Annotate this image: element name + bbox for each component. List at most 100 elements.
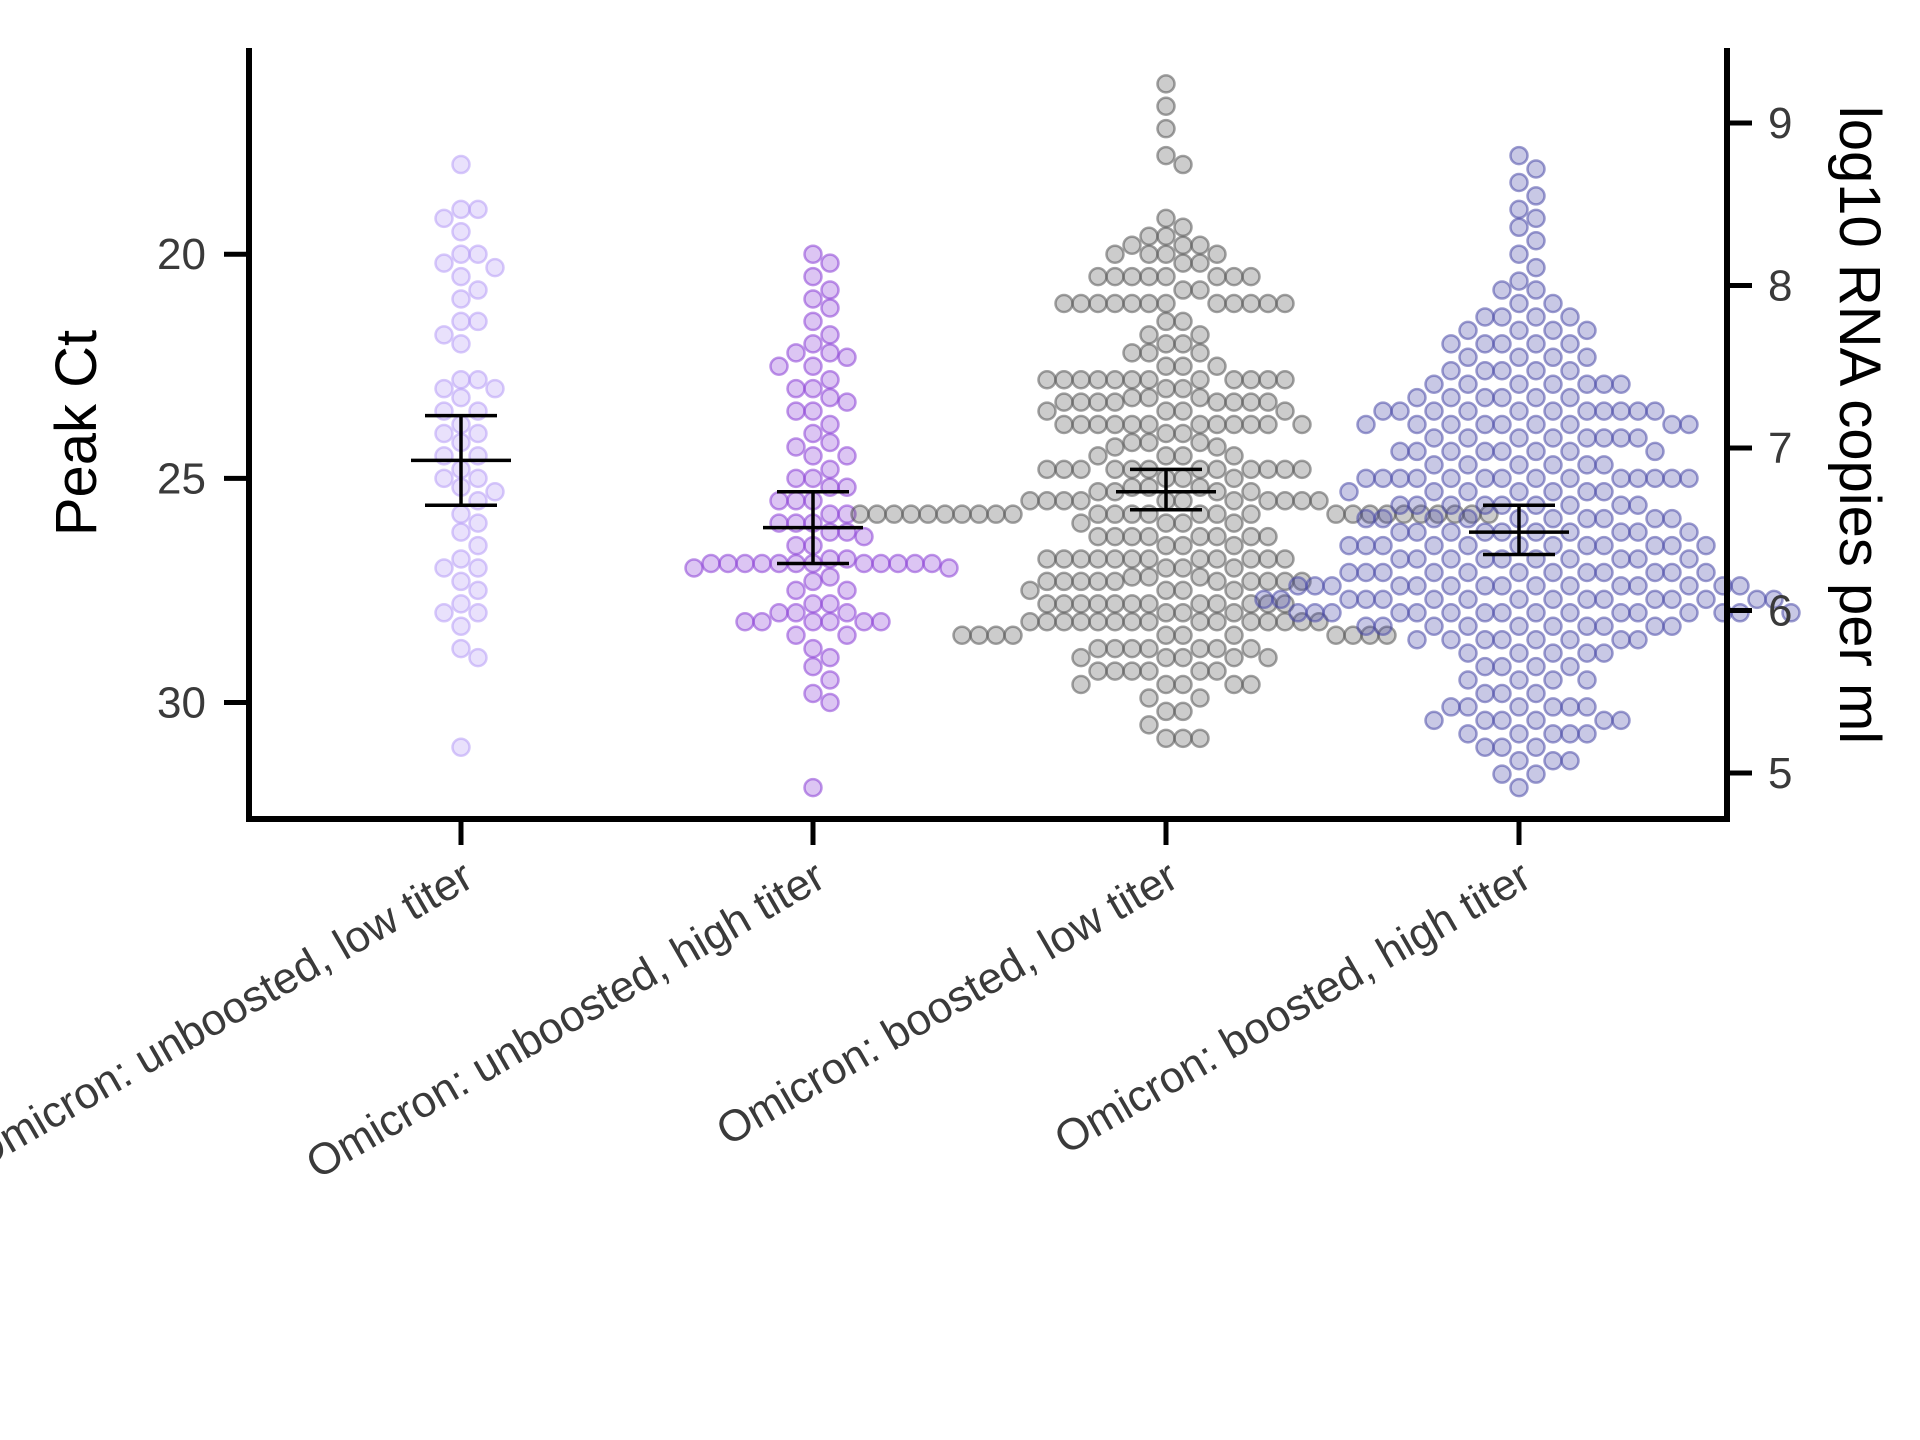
data-point	[1173, 468, 1193, 489]
data-point	[1526, 307, 1546, 327]
data-point	[1407, 549, 1427, 569]
data-point	[1424, 616, 1444, 636]
data-point	[1224, 603, 1244, 623]
data-point	[468, 423, 488, 444]
data-point	[1105, 293, 1125, 314]
data-point	[1054, 459, 1074, 480]
data-point	[1190, 414, 1210, 435]
data-point	[1662, 468, 1682, 489]
data-point	[1003, 504, 1023, 524]
data-point	[1207, 459, 1227, 480]
data-point	[1241, 612, 1261, 632]
data-point	[854, 553, 874, 574]
data-point	[1526, 414, 1546, 435]
data-point	[854, 526, 874, 547]
data-point	[1594, 535, 1614, 556]
data-point	[1475, 360, 1495, 381]
data-point	[1105, 459, 1125, 480]
data-point	[1441, 468, 1461, 489]
data-point	[1190, 280, 1210, 300]
data-point	[854, 612, 874, 632]
data-point	[820, 670, 840, 690]
data-point	[1156, 625, 1176, 645]
data-point	[820, 280, 840, 300]
data-point	[1458, 428, 1478, 448]
data-point	[1139, 661, 1159, 681]
data-point	[1492, 576, 1512, 596]
data-point	[1173, 603, 1193, 623]
data-point	[1122, 549, 1142, 569]
data-point	[786, 437, 806, 457]
data-point	[1207, 526, 1227, 547]
data-point	[1628, 522, 1648, 542]
data-point	[1662, 414, 1682, 435]
axes	[246, 48, 1730, 822]
data-point	[1526, 334, 1546, 354]
data-point	[1577, 535, 1597, 556]
data-point	[1458, 347, 1478, 368]
data-point	[1258, 459, 1278, 480]
data-point	[871, 553, 891, 574]
data-point	[1509, 172, 1529, 193]
data-point	[1224, 513, 1244, 533]
data-point	[1373, 401, 1393, 421]
data-point	[1156, 226, 1176, 247]
data-point	[837, 446, 857, 466]
data-point	[1526, 576, 1546, 596]
data-point	[1224, 446, 1244, 466]
data-point	[786, 580, 806, 601]
data-point	[1156, 293, 1176, 314]
data-point	[1407, 629, 1427, 650]
data-point	[1509, 455, 1529, 475]
data-point	[1458, 374, 1478, 394]
data-point	[1645, 616, 1665, 636]
data-point	[1241, 482, 1261, 502]
data-point	[1156, 401, 1176, 421]
data-point	[1241, 392, 1261, 412]
data-point	[1224, 266, 1244, 287]
y2-axis-title: log10 RNA copies per ml	[1827, 106, 1892, 744]
data-point	[1054, 369, 1074, 390]
data-point	[1509, 271, 1529, 291]
data-point	[451, 638, 471, 659]
data-point	[1543, 374, 1563, 394]
data-point	[1305, 603, 1325, 623]
data-point	[1258, 414, 1278, 435]
data-point	[820, 647, 840, 668]
data-point	[1288, 603, 1308, 623]
data-points	[434, 74, 1801, 798]
data-point	[1764, 589, 1784, 610]
data-point	[1628, 603, 1648, 623]
data-point	[1526, 186, 1546, 206]
data-point	[1526, 280, 1546, 300]
data-point	[1054, 490, 1074, 511]
data-point	[1441, 495, 1461, 515]
data-point	[451, 504, 471, 524]
y-ticks: 20 25 30	[157, 230, 249, 727]
data-point	[1628, 428, 1648, 448]
data-point	[1258, 293, 1278, 314]
data-point	[803, 571, 823, 592]
data-point	[1241, 638, 1261, 659]
data-point	[1054, 293, 1074, 314]
data-point	[1258, 526, 1278, 547]
data-point	[803, 612, 823, 632]
data-point	[1173, 154, 1193, 175]
data-point	[820, 692, 840, 713]
data-point	[1088, 504, 1108, 524]
data-point	[1492, 334, 1512, 354]
data-point	[1441, 334, 1461, 354]
data-point	[1526, 683, 1546, 704]
data-point	[1173, 235, 1193, 255]
y2-tick-label: 8	[1768, 262, 1792, 311]
data-point	[820, 298, 840, 318]
data-point	[850, 504, 870, 524]
data-point	[1020, 612, 1040, 632]
data-point	[1224, 468, 1244, 489]
data-point	[1662, 589, 1682, 610]
data-point	[1139, 387, 1159, 408]
data-point	[1475, 334, 1495, 354]
data-point	[1037, 459, 1057, 480]
data-point	[1628, 468, 1648, 489]
data-point	[1156, 580, 1176, 601]
